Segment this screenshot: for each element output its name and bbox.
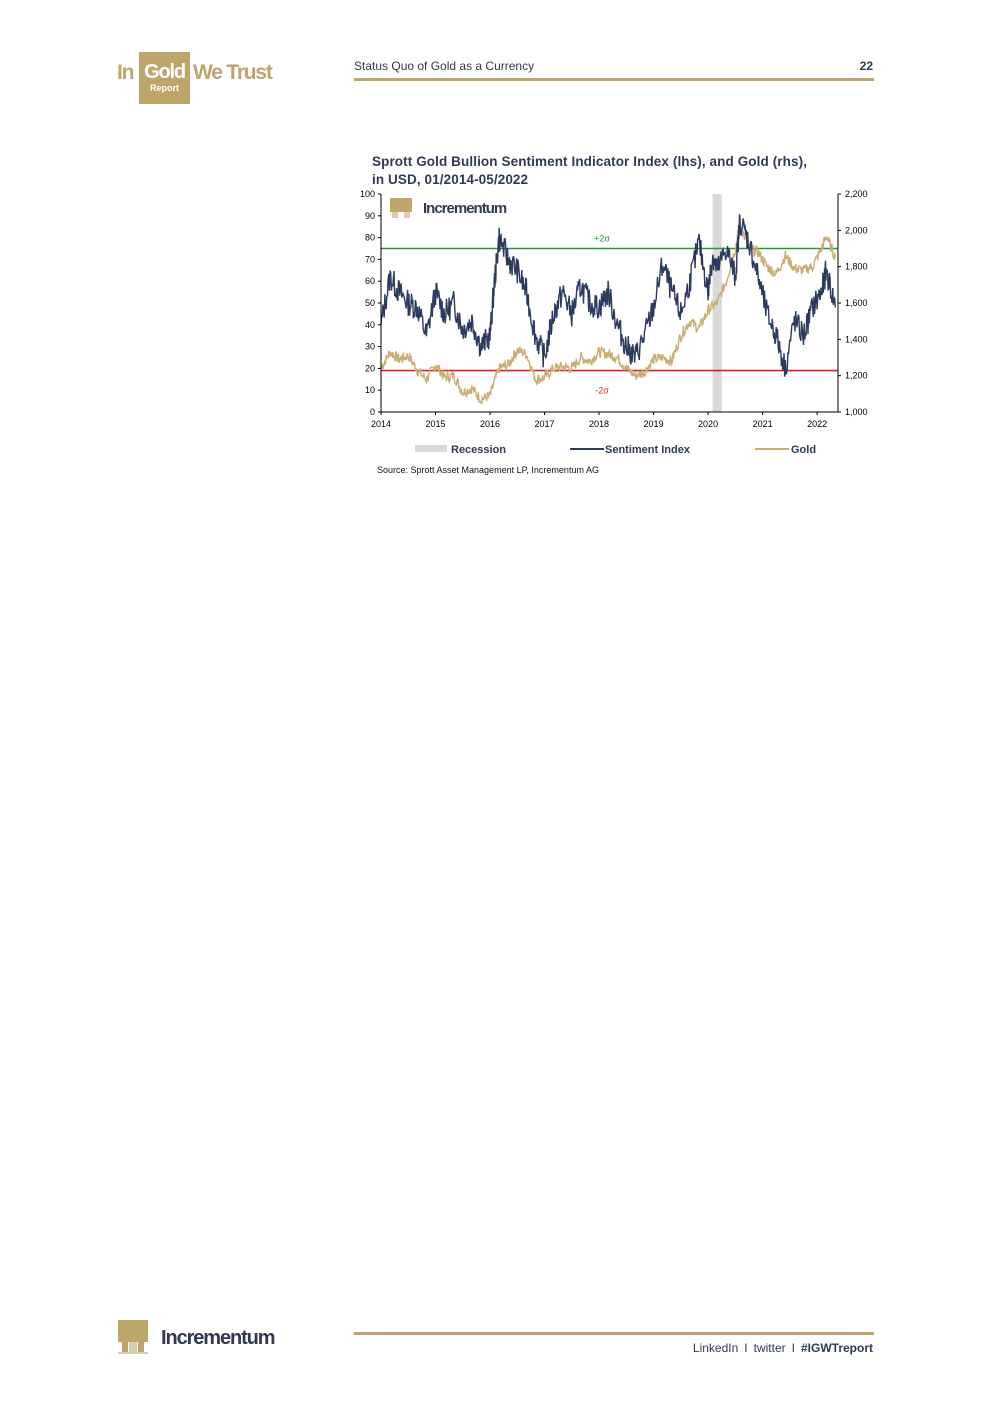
left-tick-label: 100	[360, 189, 375, 199]
x-tick-label: 2021	[753, 419, 773, 429]
left-tick-label: 70	[365, 254, 375, 264]
x-tick-label: 2015	[425, 419, 445, 429]
in-gold-we-trust-logo: In Gold Report We Trust	[117, 52, 287, 106]
right-tick-label: 2,000	[845, 225, 868, 235]
sentiment-gold-chart: Incrementum +2σ -2σ 0 10 20 30 40 50 60 70 80 90 100 1…	[360, 189, 868, 456]
footer-separator: I	[744, 1341, 748, 1355]
logo-word-report: Report	[150, 83, 179, 93]
right-tick-label: 2,200	[845, 189, 868, 199]
reference-label: +2σ	[594, 234, 610, 244]
logo-word-we-trust: We Trust	[193, 61, 273, 84]
page-number: 22	[859, 59, 873, 73]
incrementum-watermark-icon	[390, 198, 412, 218]
left-tick-label: 40	[365, 320, 375, 330]
left-tick-label: 10	[365, 385, 375, 395]
left-tick-label: 30	[365, 342, 375, 352]
x-tick-label: 2018	[589, 419, 609, 429]
header-divider	[354, 78, 874, 81]
logo-word-incrementum: Incrementum	[161, 1327, 276, 1349]
left-tick-label: 80	[365, 233, 375, 243]
x-tick-label: 2017	[535, 419, 555, 429]
incrementum-logo: Incrementum	[118, 1320, 288, 1356]
chart-title: Sprott Gold Bullion Sentiment Indicator …	[372, 154, 808, 187]
legend-swatch-recession	[415, 445, 447, 452]
x-tick-label: 2016	[480, 419, 500, 429]
section-title: Status Quo of Gold as a Currency	[354, 59, 535, 73]
x-tick-label: 2022	[807, 419, 827, 429]
right-tick-label: 1,400	[845, 334, 868, 344]
reference-label: -2σ	[595, 386, 609, 396]
chart-watermark: Incrementum	[423, 200, 507, 217]
left-tick-label: 0	[370, 407, 375, 417]
right-tick-label: 1,200	[845, 371, 868, 381]
legend-label: Recession	[451, 444, 506, 456]
hashtag-link[interactable]: #IGWTreport	[800, 1341, 873, 1355]
left-tick-label: 20	[365, 363, 375, 373]
left-tick-label: 90	[365, 211, 375, 221]
left-tick-label: 60	[365, 276, 375, 286]
logo-word-in: In	[117, 61, 134, 84]
linkedin-link[interactable]: LinkedIn	[692, 1341, 739, 1355]
legend-label: Gold	[791, 444, 816, 456]
logo-word-gold: Gold	[144, 61, 186, 83]
legend-label: Sentiment Index	[605, 444, 691, 456]
x-tick-label: 2019	[644, 419, 664, 429]
left-tick-label: 50	[365, 298, 375, 308]
x-tick-label: 2020	[698, 419, 718, 429]
gold-series-line	[380, 222, 836, 405]
x-tick-label: 2014	[371, 419, 391, 429]
twitter-link[interactable]: twitter	[753, 1341, 786, 1355]
chart-source: Source: Sprott Asset Management LP, Incr…	[377, 465, 599, 475]
logo-gold-box	[139, 52, 190, 104]
footer-separator: I	[791, 1341, 795, 1355]
sentiment-series-line	[380, 214, 836, 377]
right-tick-label: 1,000	[845, 407, 868, 417]
right-tick-label: 1,800	[845, 262, 868, 272]
incrementum-emblem-icon	[118, 1320, 148, 1354]
right-tick-label: 1,600	[845, 298, 868, 308]
footer-divider	[354, 1332, 874, 1335]
